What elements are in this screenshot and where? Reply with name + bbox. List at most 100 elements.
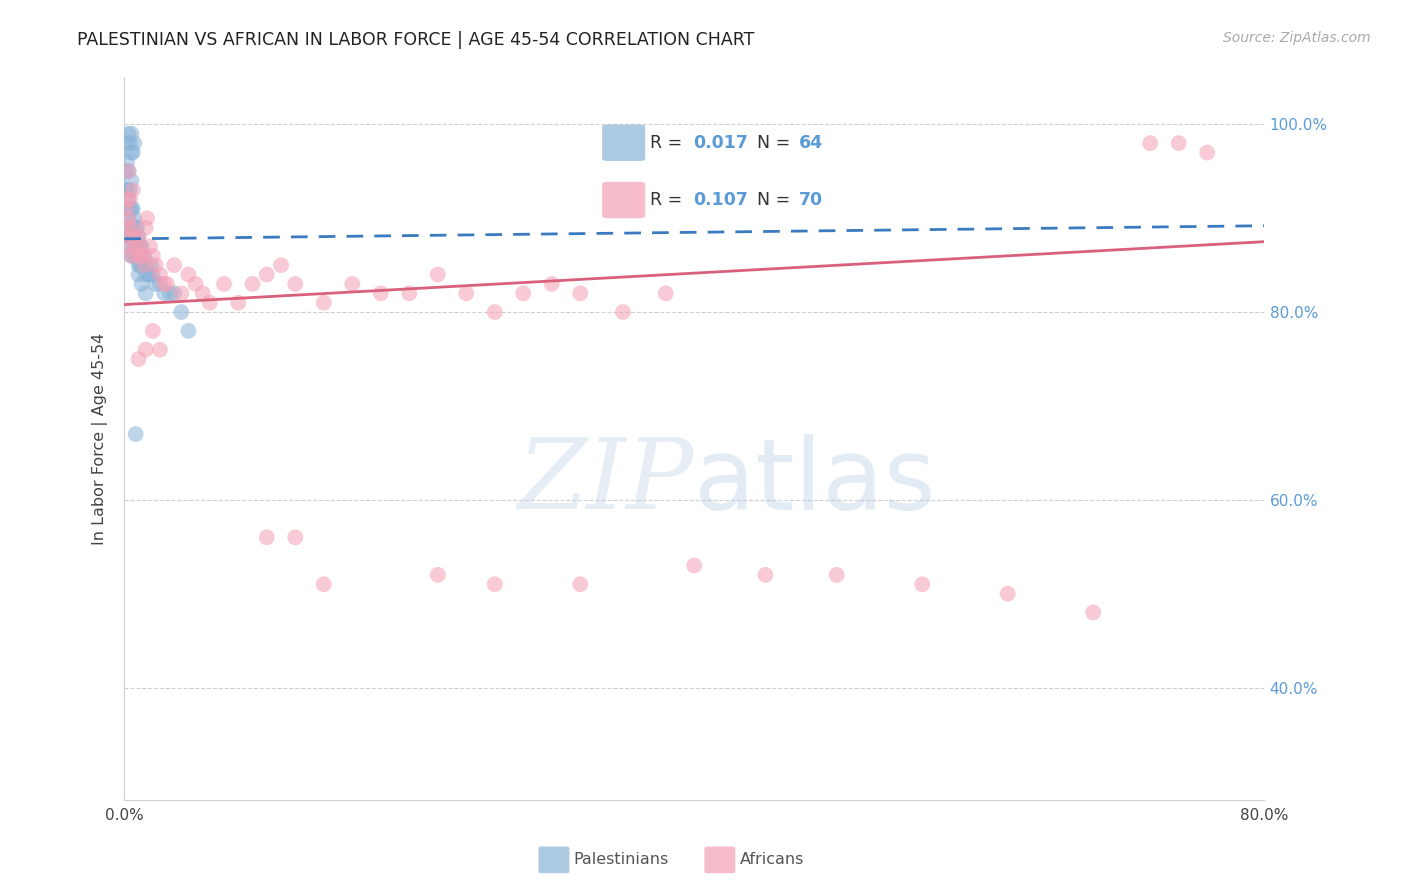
Point — [125, 249, 148, 263]
Text: Source: ZipAtlas.com: Source: ZipAtlas.com — [1223, 31, 1371, 45]
FancyBboxPatch shape — [704, 847, 735, 873]
Point — [128, 239, 150, 253]
Point — [131, 258, 153, 272]
Point — [117, 193, 139, 207]
Point — [118, 202, 141, 216]
Point — [138, 268, 160, 282]
Point — [212, 277, 235, 291]
Point — [997, 587, 1019, 601]
Point — [120, 249, 142, 263]
Point — [121, 183, 143, 197]
Point — [120, 127, 142, 141]
Text: Africans: Africans — [740, 853, 804, 867]
Point — [612, 305, 634, 319]
Point — [1083, 606, 1105, 620]
Point — [426, 268, 449, 282]
Point — [136, 258, 159, 272]
Point — [125, 220, 148, 235]
Point — [135, 286, 157, 301]
Point — [118, 193, 141, 207]
Point — [125, 239, 148, 253]
Point — [484, 577, 506, 591]
Y-axis label: In Labor Force | Age 45-54: In Labor Force | Age 45-54 — [93, 333, 108, 545]
Point — [124, 211, 146, 226]
Point — [456, 286, 478, 301]
Point — [226, 295, 249, 310]
Point — [170, 286, 193, 301]
Point — [120, 174, 142, 188]
Point — [135, 220, 157, 235]
Point — [145, 277, 167, 291]
Point — [136, 211, 159, 226]
Point — [142, 268, 165, 282]
Point — [149, 277, 172, 291]
Point — [114, 183, 136, 197]
Point — [129, 239, 152, 253]
Point — [121, 230, 143, 244]
Point — [312, 577, 335, 591]
Point — [117, 211, 139, 226]
Point — [121, 145, 143, 160]
Point — [124, 136, 146, 150]
Point — [131, 249, 153, 263]
Point — [118, 136, 141, 150]
Point — [127, 239, 149, 253]
Point — [284, 277, 307, 291]
Point — [127, 249, 149, 263]
Text: PALESTINIAN VS AFRICAN IN LABOR FORCE | AGE 45-54 CORRELATION CHART: PALESTINIAN VS AFRICAN IN LABOR FORCE | … — [77, 31, 755, 49]
Point — [142, 324, 165, 338]
Point — [242, 277, 264, 291]
Point — [120, 239, 142, 253]
Point — [131, 239, 153, 253]
Point — [115, 183, 138, 197]
Point — [115, 155, 138, 169]
Point — [145, 258, 167, 272]
Point — [1167, 136, 1189, 150]
Point — [170, 305, 193, 319]
Point — [128, 258, 150, 272]
Point — [132, 249, 155, 263]
Point — [163, 286, 186, 301]
Point — [121, 220, 143, 235]
Point — [569, 577, 592, 591]
Point — [256, 268, 278, 282]
Point — [124, 239, 146, 253]
Point — [1139, 136, 1161, 150]
Point — [129, 239, 152, 253]
Point — [540, 277, 562, 291]
Point — [128, 230, 150, 244]
Point — [118, 230, 141, 244]
Point — [125, 239, 148, 253]
Point — [134, 249, 156, 263]
Point — [128, 230, 150, 244]
Point — [149, 268, 172, 282]
Point — [683, 558, 706, 573]
Point — [156, 277, 179, 291]
Point — [191, 286, 214, 301]
Point — [184, 277, 207, 291]
Point — [153, 277, 176, 291]
Point — [370, 286, 392, 301]
Point — [825, 567, 848, 582]
Point — [117, 211, 139, 226]
Point — [120, 202, 142, 216]
Point — [312, 295, 335, 310]
Point — [114, 164, 136, 178]
Point — [120, 220, 142, 235]
Point — [911, 577, 934, 591]
Point — [484, 305, 506, 319]
Point — [118, 230, 141, 244]
Point — [569, 286, 592, 301]
Point — [163, 258, 186, 272]
Point — [117, 164, 139, 178]
Point — [134, 258, 156, 272]
Point — [117, 230, 139, 244]
Point — [754, 567, 776, 582]
Point — [118, 220, 141, 235]
Text: atlas: atlas — [695, 434, 936, 531]
Point — [120, 220, 142, 235]
Point — [270, 258, 292, 272]
Point — [129, 258, 152, 272]
Point — [149, 343, 172, 357]
Point — [159, 286, 181, 301]
